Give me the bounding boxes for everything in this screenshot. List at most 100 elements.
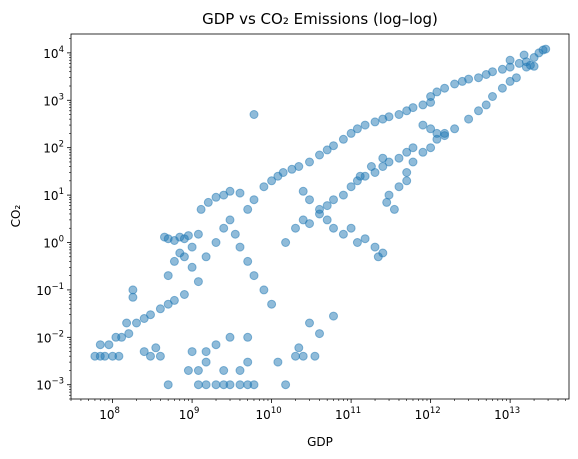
data-point: [249, 380, 259, 390]
x-tick-label: 1012: [415, 406, 441, 422]
data-point: [128, 292, 138, 302]
data-point: [225, 186, 235, 196]
data-point: [360, 120, 370, 130]
y-tick-label: 10−1: [36, 282, 64, 298]
data-point: [211, 340, 221, 350]
data-point: [243, 204, 253, 214]
data-point: [464, 74, 474, 84]
data-point: [193, 229, 203, 239]
data-point: [497, 64, 507, 74]
data-point: [541, 44, 551, 54]
data-point: [305, 219, 314, 229]
data-point: [481, 100, 491, 110]
data-point: [151, 343, 161, 353]
data-point: [352, 124, 362, 134]
data-point: [183, 366, 193, 375]
data-point: [450, 124, 460, 134]
data-point: [104, 340, 114, 350]
data-point: [450, 79, 460, 89]
y-tick-label: 101: [43, 187, 64, 203]
data-point: [179, 252, 189, 262]
data-point: [100, 351, 110, 361]
data-point: [338, 190, 348, 200]
data-point: [169, 256, 179, 266]
data-point: [384, 112, 394, 122]
data-point: [139, 347, 149, 357]
y-axis-label: CO₂: [9, 204, 23, 227]
data-point: [155, 351, 165, 361]
data-point: [408, 103, 418, 113]
data-point: [432, 134, 442, 144]
data-point: [408, 157, 418, 167]
data-point: [230, 229, 240, 239]
data-point: [128, 285, 138, 295]
data-point: [243, 357, 253, 367]
data-point: [394, 153, 404, 163]
data-point: [291, 351, 300, 361]
data-point: [132, 318, 141, 328]
data-point: [243, 332, 253, 342]
data-point: [315, 150, 324, 160]
data-point: [235, 380, 245, 390]
data-point: [196, 204, 206, 214]
data-point: [114, 351, 124, 361]
y-axis: 10−3 10−2 10−1 100 101 102 103 104: [36, 38, 71, 400]
data-point: [373, 252, 383, 262]
data-point: [329, 223, 338, 233]
data-point: [179, 290, 189, 299]
data-point: [408, 143, 418, 153]
data-point: [389, 204, 399, 214]
data-point: [235, 366, 245, 375]
data-point: [370, 242, 380, 252]
data-point: [305, 157, 314, 167]
data-point: [394, 110, 404, 119]
data-point: [360, 234, 370, 244]
data-point: [249, 271, 259, 281]
data-point: [322, 201, 332, 211]
data-point: [346, 182, 356, 192]
data-point: [322, 215, 332, 225]
data-point: [211, 380, 221, 390]
data-point: [488, 92, 497, 101]
data-point: [187, 347, 197, 357]
data-point: [155, 304, 165, 314]
data-point: [418, 100, 428, 110]
x-tick-label: 108: [99, 406, 120, 422]
data-point: [201, 252, 211, 262]
data-point: [432, 87, 442, 97]
data-point: [183, 231, 193, 241]
data-point: [163, 380, 173, 390]
data-point: [193, 366, 203, 375]
data-point: [294, 162, 304, 171]
data-point: [315, 329, 324, 339]
x-axis-label: GDP: [307, 435, 333, 449]
data-point: [464, 114, 474, 124]
y-tick-label: 100: [43, 235, 64, 251]
data-point: [346, 128, 356, 138]
data-point: [338, 134, 348, 144]
data-point: [305, 318, 314, 328]
data-point: [117, 332, 127, 342]
data-point: [394, 182, 404, 192]
data-point: [146, 310, 155, 320]
data-point: [426, 92, 436, 101]
x-tick-label: 1010: [256, 406, 282, 422]
scatter-points: [90, 44, 551, 390]
data-point: [426, 143, 436, 153]
data-point: [201, 347, 211, 357]
data-point: [382, 197, 392, 207]
data-point: [474, 73, 483, 83]
y-tick-label: 103: [43, 92, 64, 108]
data-point: [338, 229, 348, 239]
data-point: [298, 351, 308, 361]
chart-title: GDP vs CO₂ Emissions (log–log): [202, 10, 438, 28]
data-point: [305, 195, 314, 205]
data-point: [203, 197, 213, 207]
y-tick-label: 104: [43, 45, 64, 61]
data-point: [497, 83, 507, 93]
data-point: [219, 223, 229, 233]
data-point: [249, 195, 259, 205]
data-point: [201, 357, 211, 367]
data-point: [298, 186, 308, 196]
